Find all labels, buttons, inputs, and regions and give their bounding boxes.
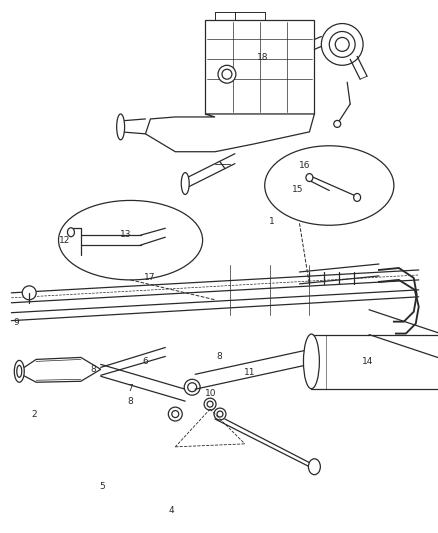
Ellipse shape [14,360,24,382]
Ellipse shape [187,383,196,392]
Ellipse shape [22,286,36,300]
Ellipse shape [222,69,231,79]
Polygon shape [311,335,438,389]
Text: 7: 7 [127,384,133,393]
Ellipse shape [328,31,354,58]
Text: 13: 13 [120,230,131,239]
Text: 18: 18 [257,53,268,62]
Ellipse shape [303,334,318,389]
Ellipse shape [168,407,182,421]
Ellipse shape [218,65,235,83]
Ellipse shape [305,174,312,182]
Ellipse shape [310,348,324,361]
Ellipse shape [353,193,360,201]
Text: 14: 14 [361,357,373,366]
Ellipse shape [181,173,189,195]
Text: 2: 2 [31,410,37,419]
Ellipse shape [313,351,320,358]
Ellipse shape [67,228,74,237]
Polygon shape [205,20,314,114]
Ellipse shape [207,401,212,407]
Text: 15: 15 [292,185,303,194]
Text: 8: 8 [90,365,95,374]
Text: 8: 8 [216,352,222,361]
Text: 16: 16 [298,161,310,171]
Ellipse shape [58,200,202,280]
Ellipse shape [333,120,340,127]
Text: 9: 9 [14,318,19,327]
Text: 8: 8 [127,397,133,406]
Ellipse shape [216,411,223,417]
Text: 6: 6 [142,357,148,366]
Text: 12: 12 [59,236,70,245]
Text: 11: 11 [244,368,255,377]
Ellipse shape [264,146,393,225]
Ellipse shape [321,23,362,65]
Ellipse shape [117,114,124,140]
Text: 17: 17 [144,272,155,281]
Ellipse shape [184,379,200,395]
Ellipse shape [171,410,178,417]
Ellipse shape [204,398,215,410]
Text: 1: 1 [268,217,274,226]
Polygon shape [145,114,314,152]
Text: 4: 4 [168,506,174,515]
Ellipse shape [17,365,22,377]
Text: 10: 10 [205,389,216,398]
Polygon shape [21,358,101,382]
Text: 5: 5 [99,482,104,491]
Ellipse shape [214,408,226,420]
Ellipse shape [335,37,348,51]
Ellipse shape [308,459,320,475]
